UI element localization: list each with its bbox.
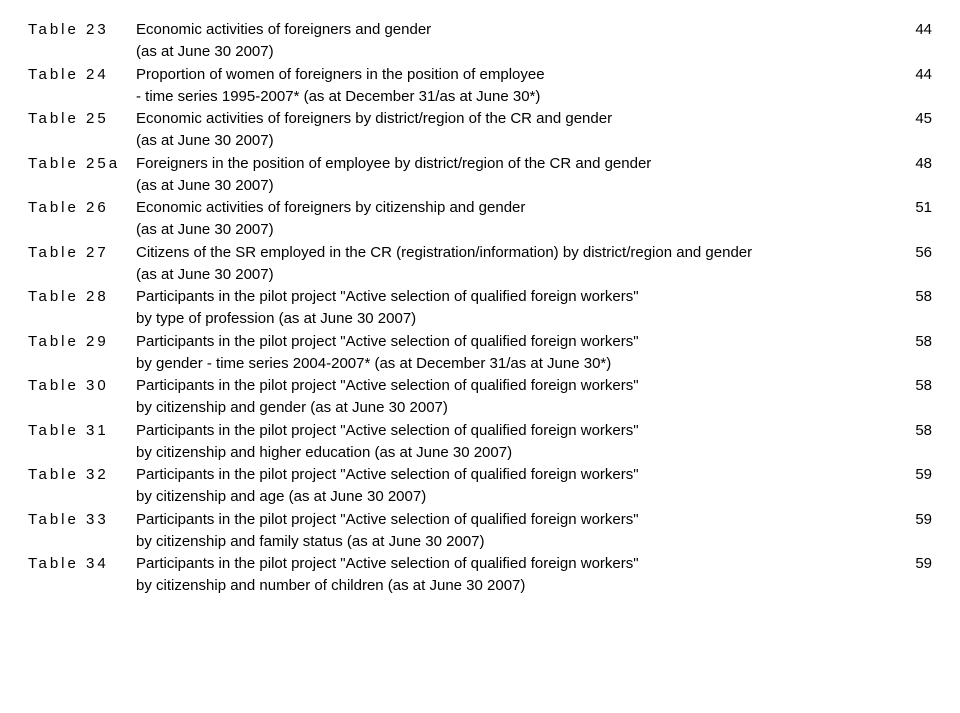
toc-label: Table 31 [28, 421, 136, 441]
toc-title: Foreigners in the position of employee b… [136, 154, 900, 174]
toc-page: 45 [900, 109, 932, 129]
toc-subtext: by type of profession (as at June 30 200… [136, 309, 932, 329]
toc-entry: Table 26Economic activities of foreigner… [28, 198, 932, 218]
toc-subtext: (as at June 30 2007) [136, 176, 932, 196]
toc-page: 58 [900, 287, 932, 307]
spacer [28, 309, 136, 329]
spacer [28, 532, 136, 552]
toc-label: Table 32 [28, 465, 136, 485]
toc-subtext: - time series 1995-2007* (as at December… [136, 87, 932, 107]
toc-title: Participants in the pilot project "Activ… [136, 332, 900, 352]
toc-entry: Table 34Participants in the pilot projec… [28, 554, 932, 574]
toc-title: Participants in the pilot project "Activ… [136, 287, 900, 307]
toc-page: 48 [900, 154, 932, 174]
toc-subtext: by gender - time series 2004-2007* (as a… [136, 354, 932, 374]
toc-page: 59 [900, 554, 932, 574]
toc-subline: (as at June 30 2007) [28, 265, 932, 285]
toc-label: Table 26 [28, 198, 136, 218]
toc-subtext: (as at June 30 2007) [136, 42, 932, 62]
spacer [28, 131, 136, 151]
spacer [28, 487, 136, 507]
toc-page: 44 [900, 65, 932, 85]
toc-entry: Table 32Participants in the pilot projec… [28, 465, 932, 485]
toc-entry: Table 24Proportion of women of foreigner… [28, 65, 932, 85]
toc-entry: Table 31Participants in the pilot projec… [28, 421, 932, 441]
toc-subline: by citizenship and family status (as at … [28, 532, 932, 552]
toc-subtext: by citizenship and higher education (as … [136, 443, 932, 463]
toc-page: 58 [900, 332, 932, 352]
spacer [28, 265, 136, 285]
toc-entry: Table 29Participants in the pilot projec… [28, 332, 932, 352]
spacer [28, 176, 136, 196]
toc-title: Participants in the pilot project "Activ… [136, 465, 900, 485]
toc-subtext: by citizenship and family status (as at … [136, 532, 932, 552]
toc-subline: by citizenship and age (as at June 30 20… [28, 487, 932, 507]
toc-subline: (as at June 30 2007) [28, 220, 932, 240]
toc-label: Table 33 [28, 510, 136, 530]
spacer [28, 354, 136, 374]
toc-subline: by citizenship and number of children (a… [28, 576, 932, 596]
toc-title: Citizens of the SR employed in the CR (r… [136, 243, 900, 263]
toc-label: Table 25a [28, 154, 136, 174]
toc-subline: (as at June 30 2007) [28, 131, 932, 151]
toc-entry: Table 25aForeigners in the position of e… [28, 154, 932, 174]
toc-page: 56 [900, 243, 932, 263]
toc-page: 44 [900, 20, 932, 40]
toc-subtext: by citizenship and number of children (a… [136, 576, 932, 596]
toc-entry: Table 27Citizens of the SR employed in t… [28, 243, 932, 263]
toc-subtext: by citizenship and age (as at June 30 20… [136, 487, 932, 507]
toc-label: Table 29 [28, 332, 136, 352]
spacer [28, 87, 136, 107]
toc-label: Table 28 [28, 287, 136, 307]
toc-subline: (as at June 30 2007) [28, 176, 932, 196]
toc-entry: Table 30Participants in the pilot projec… [28, 376, 932, 396]
toc-subline: by citizenship and gender (as at June 30… [28, 398, 932, 418]
toc-page: 58 [900, 376, 932, 396]
toc-subline: (as at June 30 2007) [28, 42, 932, 62]
toc-title: Economic activities of foreigners and ge… [136, 20, 900, 40]
table-of-contents: Table 23Economic activities of foreigner… [28, 20, 932, 597]
toc-page: 51 [900, 198, 932, 218]
toc-label: Table 34 [28, 554, 136, 574]
toc-label: Table 24 [28, 65, 136, 85]
toc-entry: Table 25Economic activities of foreigner… [28, 109, 932, 129]
toc-label: Table 25 [28, 109, 136, 129]
spacer [28, 576, 136, 596]
toc-entry: Table 23Economic activities of foreigner… [28, 20, 932, 40]
toc-title: Economic activities of foreigners by dis… [136, 109, 900, 129]
toc-subline: by type of profession (as at June 30 200… [28, 309, 932, 329]
toc-label: Table 27 [28, 243, 136, 263]
toc-page: 58 [900, 421, 932, 441]
toc-entry: Table 33Participants in the pilot projec… [28, 510, 932, 530]
toc-page: 59 [900, 510, 932, 530]
toc-label: Table 30 [28, 376, 136, 396]
toc-title: Participants in the pilot project "Activ… [136, 376, 900, 396]
toc-title: Participants in the pilot project "Activ… [136, 554, 900, 574]
toc-title: Proportion of women of foreigners in the… [136, 65, 900, 85]
toc-title: Participants in the pilot project "Activ… [136, 421, 900, 441]
spacer [28, 398, 136, 418]
spacer [28, 443, 136, 463]
toc-entry: Table 28Participants in the pilot projec… [28, 287, 932, 307]
toc-subline: by citizenship and higher education (as … [28, 443, 932, 463]
spacer [28, 220, 136, 240]
toc-subtext: by citizenship and gender (as at June 30… [136, 398, 932, 418]
toc-subline: by gender - time series 2004-2007* (as a… [28, 354, 932, 374]
toc-subtext: (as at June 30 2007) [136, 265, 932, 285]
toc-subtext: (as at June 30 2007) [136, 131, 932, 151]
toc-page: 59 [900, 465, 932, 485]
toc-subline: - time series 1995-2007* (as at December… [28, 87, 932, 107]
toc-label: Table 23 [28, 20, 136, 40]
toc-title: Economic activities of foreigners by cit… [136, 198, 900, 218]
spacer [28, 42, 136, 62]
toc-subtext: (as at June 30 2007) [136, 220, 932, 240]
toc-title: Participants in the pilot project "Activ… [136, 510, 900, 530]
